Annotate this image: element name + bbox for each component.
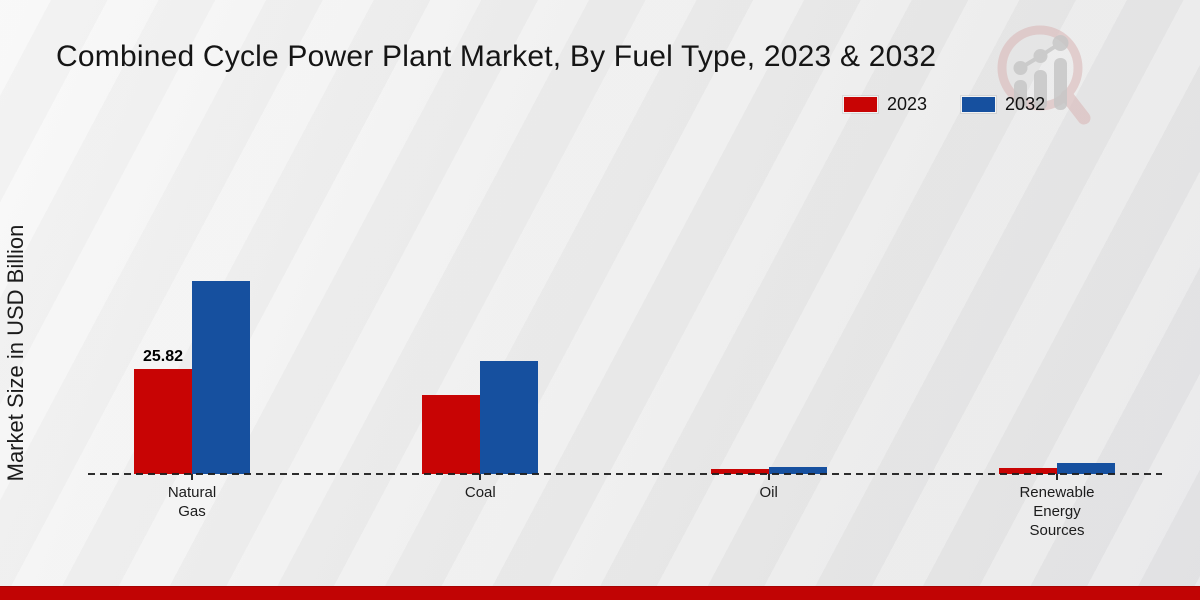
footer-accent-bar [0,586,1200,600]
bar-2023-natural-gas [134,369,192,474]
bar-2032-coal [480,360,539,474]
bar-2023-coal [422,395,481,474]
x-label-natural-gas: Natural Gas [167,484,217,520]
value-label-2023-natural-gas: 25.82 [142,348,184,365]
x-tick-renewable-energy-sources [1056,474,1058,480]
legend-label-2023: 2023 [887,94,928,114]
x-label-renewable-energy-sources: Renewable Energy Sources [1019,484,1095,539]
legend-label-2032: 2032 [1005,94,1046,114]
x-label-coal: Coal [464,484,496,501]
logo-bar-medium [1034,70,1047,110]
x-axis-dashed-baseline [88,473,1162,475]
chart-title: Combined Cycle Power Plant Market, By Fu… [56,40,937,73]
legend: 2023 2032 [843,94,1045,115]
logo-bar-small [1014,80,1027,110]
legend-item-2023: 2023 [843,94,927,115]
logo-bar-large [1054,58,1067,110]
bar-2032-renewable-energy-sources [1057,462,1115,474]
legend-swatch-2023 [843,96,878,113]
bar-2032-oil [768,467,827,474]
magnifier-logo-watermark [997,25,1091,125]
bar-2032-natural-gas [192,280,250,474]
x-tick-natural-gas [191,474,193,480]
y-axis-label: Market Size in USD Billion [3,224,28,482]
legend-item-2032: 2032 [961,94,1045,115]
bar-2023-oil [710,469,769,474]
bar-2023-renewable-energy-sources [999,467,1057,474]
x-tick-oil [767,474,770,480]
legend-swatch-2032 [961,96,997,113]
x-tick-coal [479,474,482,480]
x-label-oil: Oil [759,484,778,501]
